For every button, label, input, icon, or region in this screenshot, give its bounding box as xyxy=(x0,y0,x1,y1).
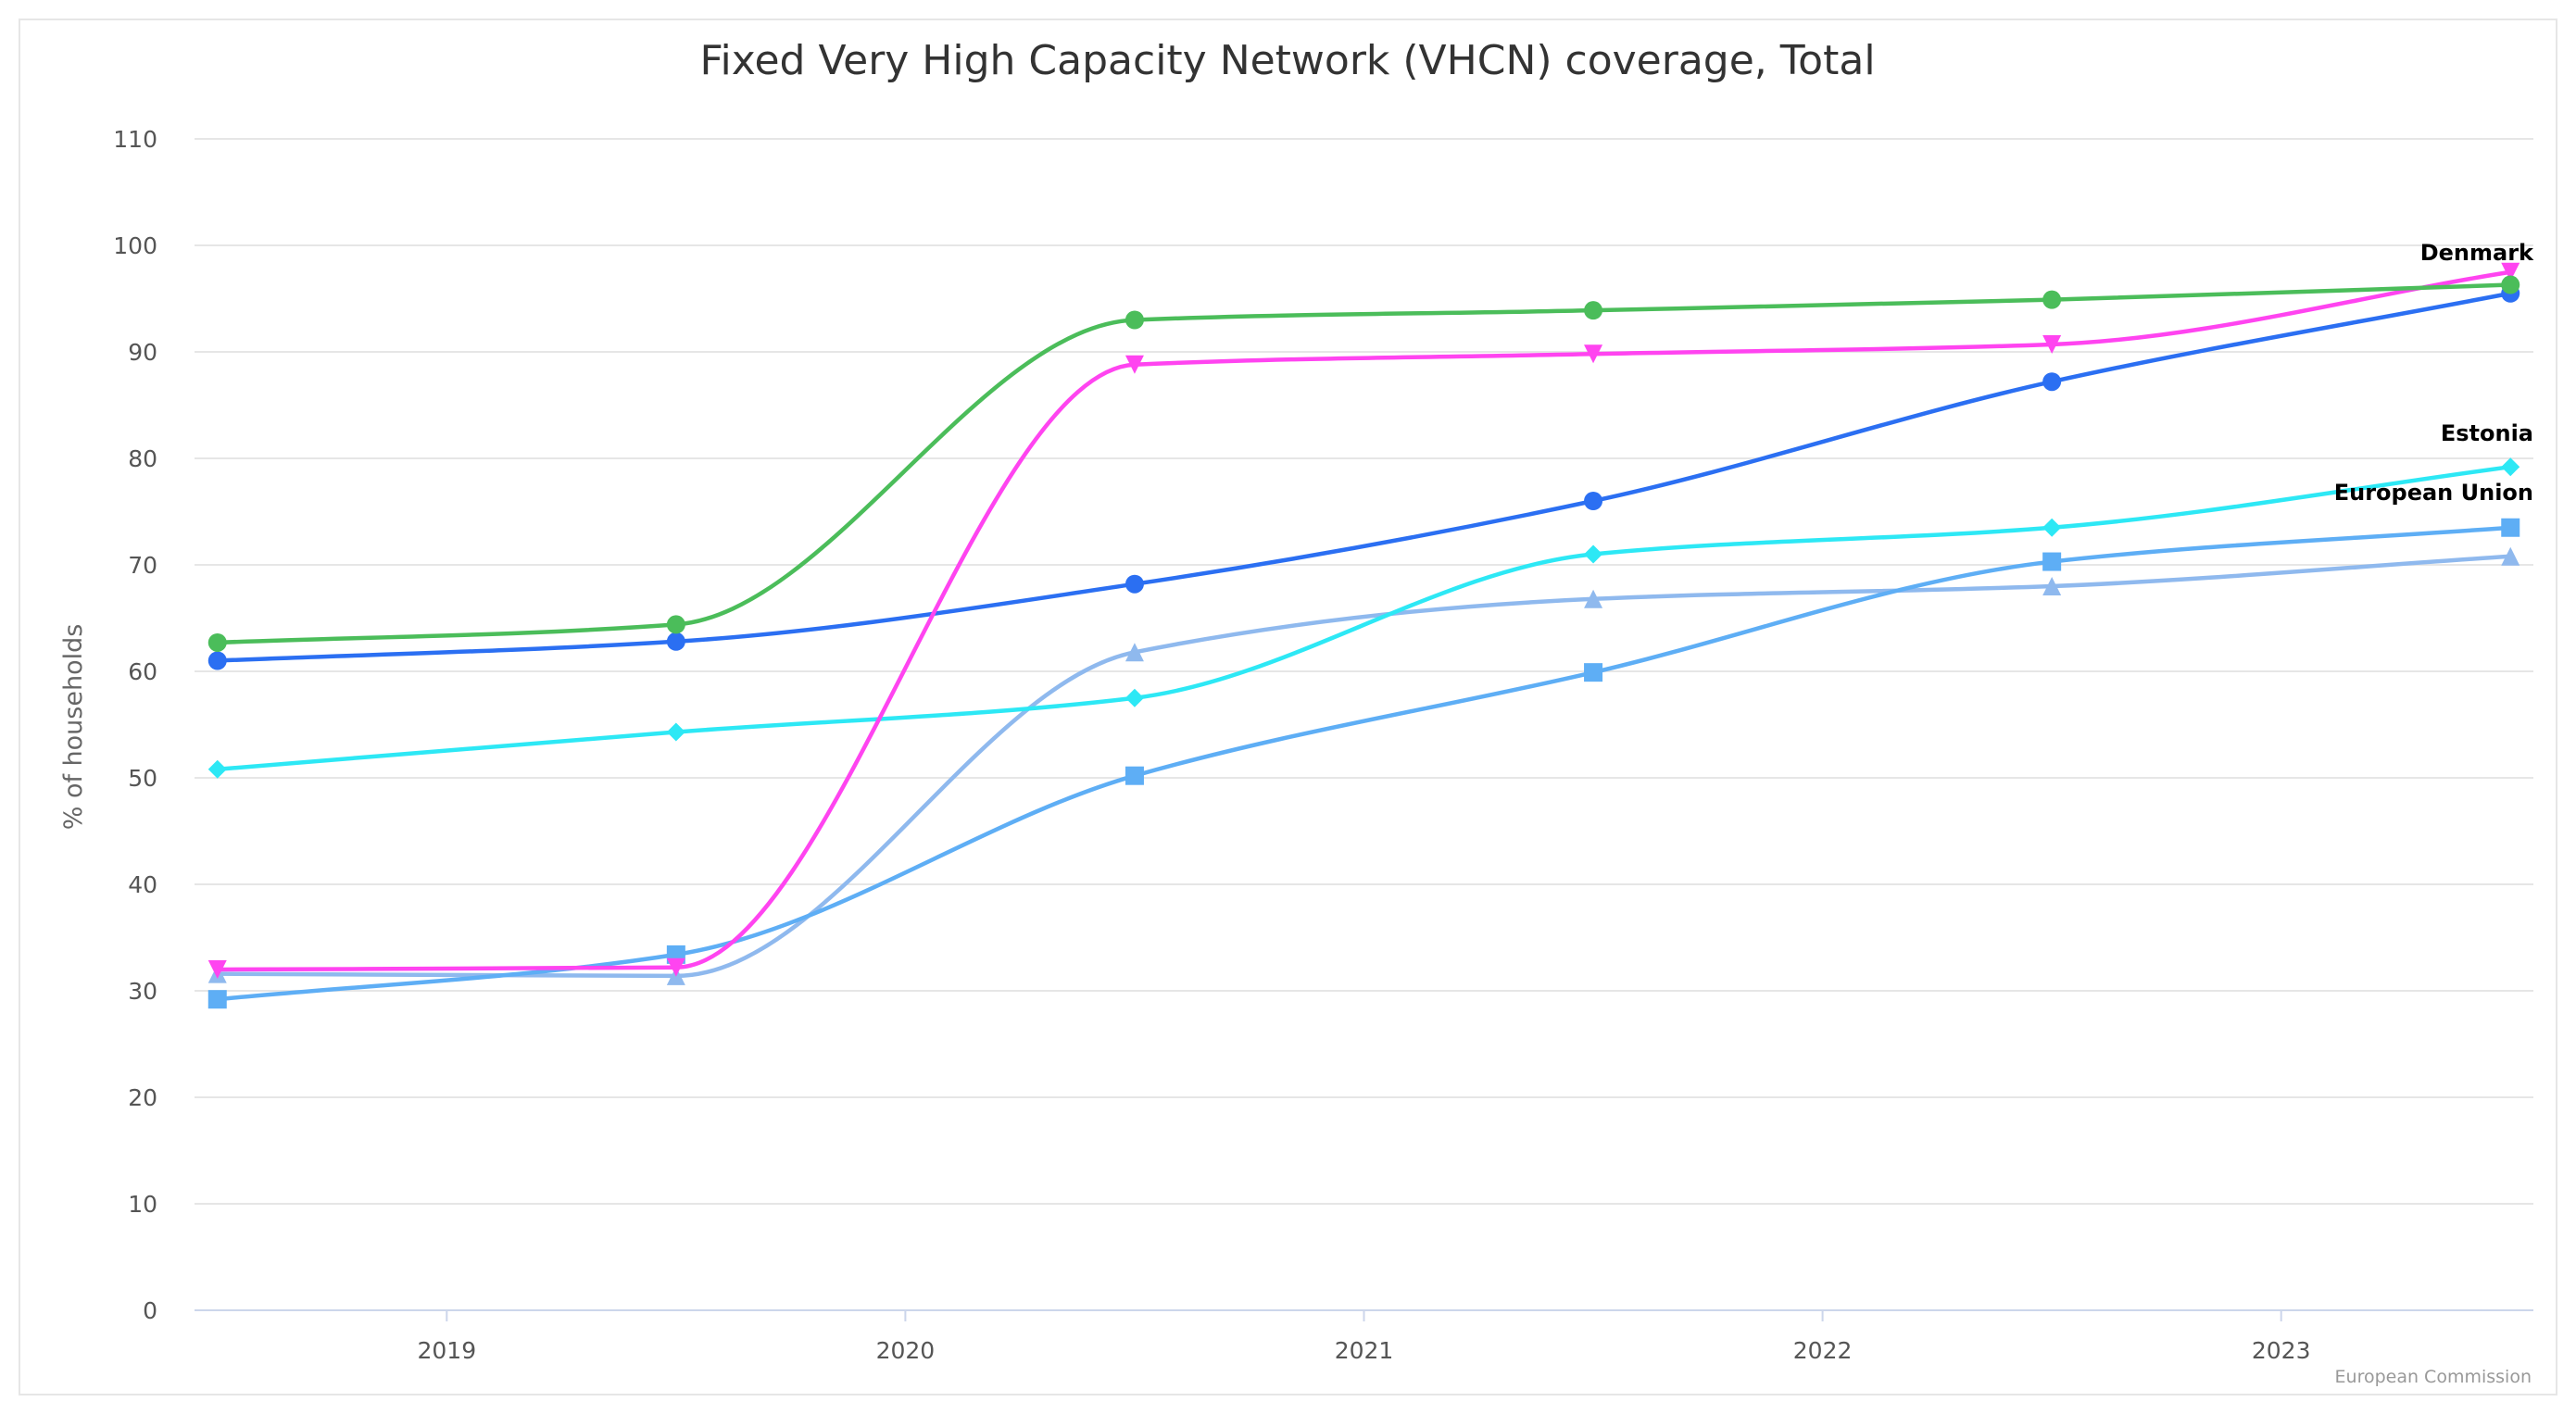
data-point[interactable] xyxy=(207,990,227,1009)
y-axis-ticks: 0 10 20 30 40 50 60 70 80 90 100 110 xyxy=(113,126,157,1324)
data-point[interactable] xyxy=(1584,492,1603,510)
y-tick-label: 0 xyxy=(143,1297,157,1324)
data-point[interactable] xyxy=(1584,344,1603,364)
series-label: Denmark xyxy=(2420,240,2534,266)
y-tick-label: 90 xyxy=(128,339,157,366)
y-tick-label: 80 xyxy=(128,445,157,472)
series-line[interactable] xyxy=(217,464,2511,772)
data-point[interactable] xyxy=(207,632,227,652)
y-tick-label: 110 xyxy=(113,126,157,153)
data-point[interactable] xyxy=(2042,552,2062,571)
data-point[interactable] xyxy=(2501,457,2520,477)
data-point[interactable] xyxy=(1584,663,1603,682)
data-point[interactable] xyxy=(2501,518,2520,537)
series-markers xyxy=(207,262,2520,1009)
data-point[interactable] xyxy=(1125,355,1144,374)
y-tick-label: 100 xyxy=(113,232,157,259)
series-line[interactable] xyxy=(217,269,2511,972)
data-point[interactable] xyxy=(2042,518,2062,537)
y-tick-label: 60 xyxy=(128,658,157,685)
series-lines xyxy=(217,269,2511,1002)
y-tick-label: 70 xyxy=(128,552,157,579)
data-point[interactable] xyxy=(666,957,685,977)
data-point[interactable] xyxy=(666,615,685,634)
y-tick-label: 50 xyxy=(128,765,157,792)
credits-text[interactable]: European Commission xyxy=(2335,1367,2532,1387)
data-point[interactable] xyxy=(1584,589,1603,608)
chart-frame xyxy=(19,19,2557,1395)
data-point[interactable] xyxy=(2042,334,2062,354)
x-tick-label: 2023 xyxy=(2252,1337,2311,1364)
data-point[interactable] xyxy=(2501,275,2520,294)
data-point[interactable] xyxy=(1125,310,1144,330)
series-line[interactable] xyxy=(217,291,2511,663)
series-line[interactable] xyxy=(217,525,2511,1002)
gridlines xyxy=(195,138,2533,1311)
x-axis-ticks: 2019 2020 2021 2022 2023 xyxy=(417,1310,2311,1364)
data-point[interactable] xyxy=(1584,544,1603,564)
chart-title: Fixed Very High Capacity Network (VHCN) … xyxy=(699,37,1875,84)
x-tick-label: 2019 xyxy=(417,1337,476,1364)
data-point[interactable] xyxy=(2042,290,2062,309)
x-tick-label: 2021 xyxy=(1335,1337,1394,1364)
x-tick-label: 2020 xyxy=(876,1337,936,1364)
series-label: European Union xyxy=(2334,480,2533,506)
data-point[interactable] xyxy=(207,759,227,779)
data-point[interactable] xyxy=(207,651,227,670)
series-line[interactable] xyxy=(217,282,2511,645)
y-tick-label: 40 xyxy=(128,871,157,898)
y-tick-label: 30 xyxy=(128,978,157,1005)
data-point[interactable] xyxy=(2042,372,2062,392)
data-point[interactable] xyxy=(1125,574,1144,594)
series-label: Estonia xyxy=(2441,420,2533,446)
series-labels: Denmark Estonia European Union xyxy=(2334,240,2534,506)
data-point[interactable] xyxy=(1125,766,1144,785)
data-point[interactable] xyxy=(1125,643,1144,662)
data-point[interactable] xyxy=(1584,301,1603,320)
data-point[interactable] xyxy=(2042,577,2062,595)
data-point[interactable] xyxy=(1125,688,1144,707)
x-tick-label: 2022 xyxy=(1793,1337,1853,1364)
data-point[interactable] xyxy=(207,960,227,979)
data-point[interactable] xyxy=(2501,546,2520,566)
series-line[interactable] xyxy=(217,554,2511,979)
data-point[interactable] xyxy=(666,722,685,742)
y-axis-label: % of households xyxy=(59,624,88,831)
data-point[interactable] xyxy=(666,632,685,651)
data-point[interactable] xyxy=(2501,262,2520,282)
y-tick-label: 20 xyxy=(128,1084,157,1111)
y-tick-label: 10 xyxy=(128,1191,157,1218)
